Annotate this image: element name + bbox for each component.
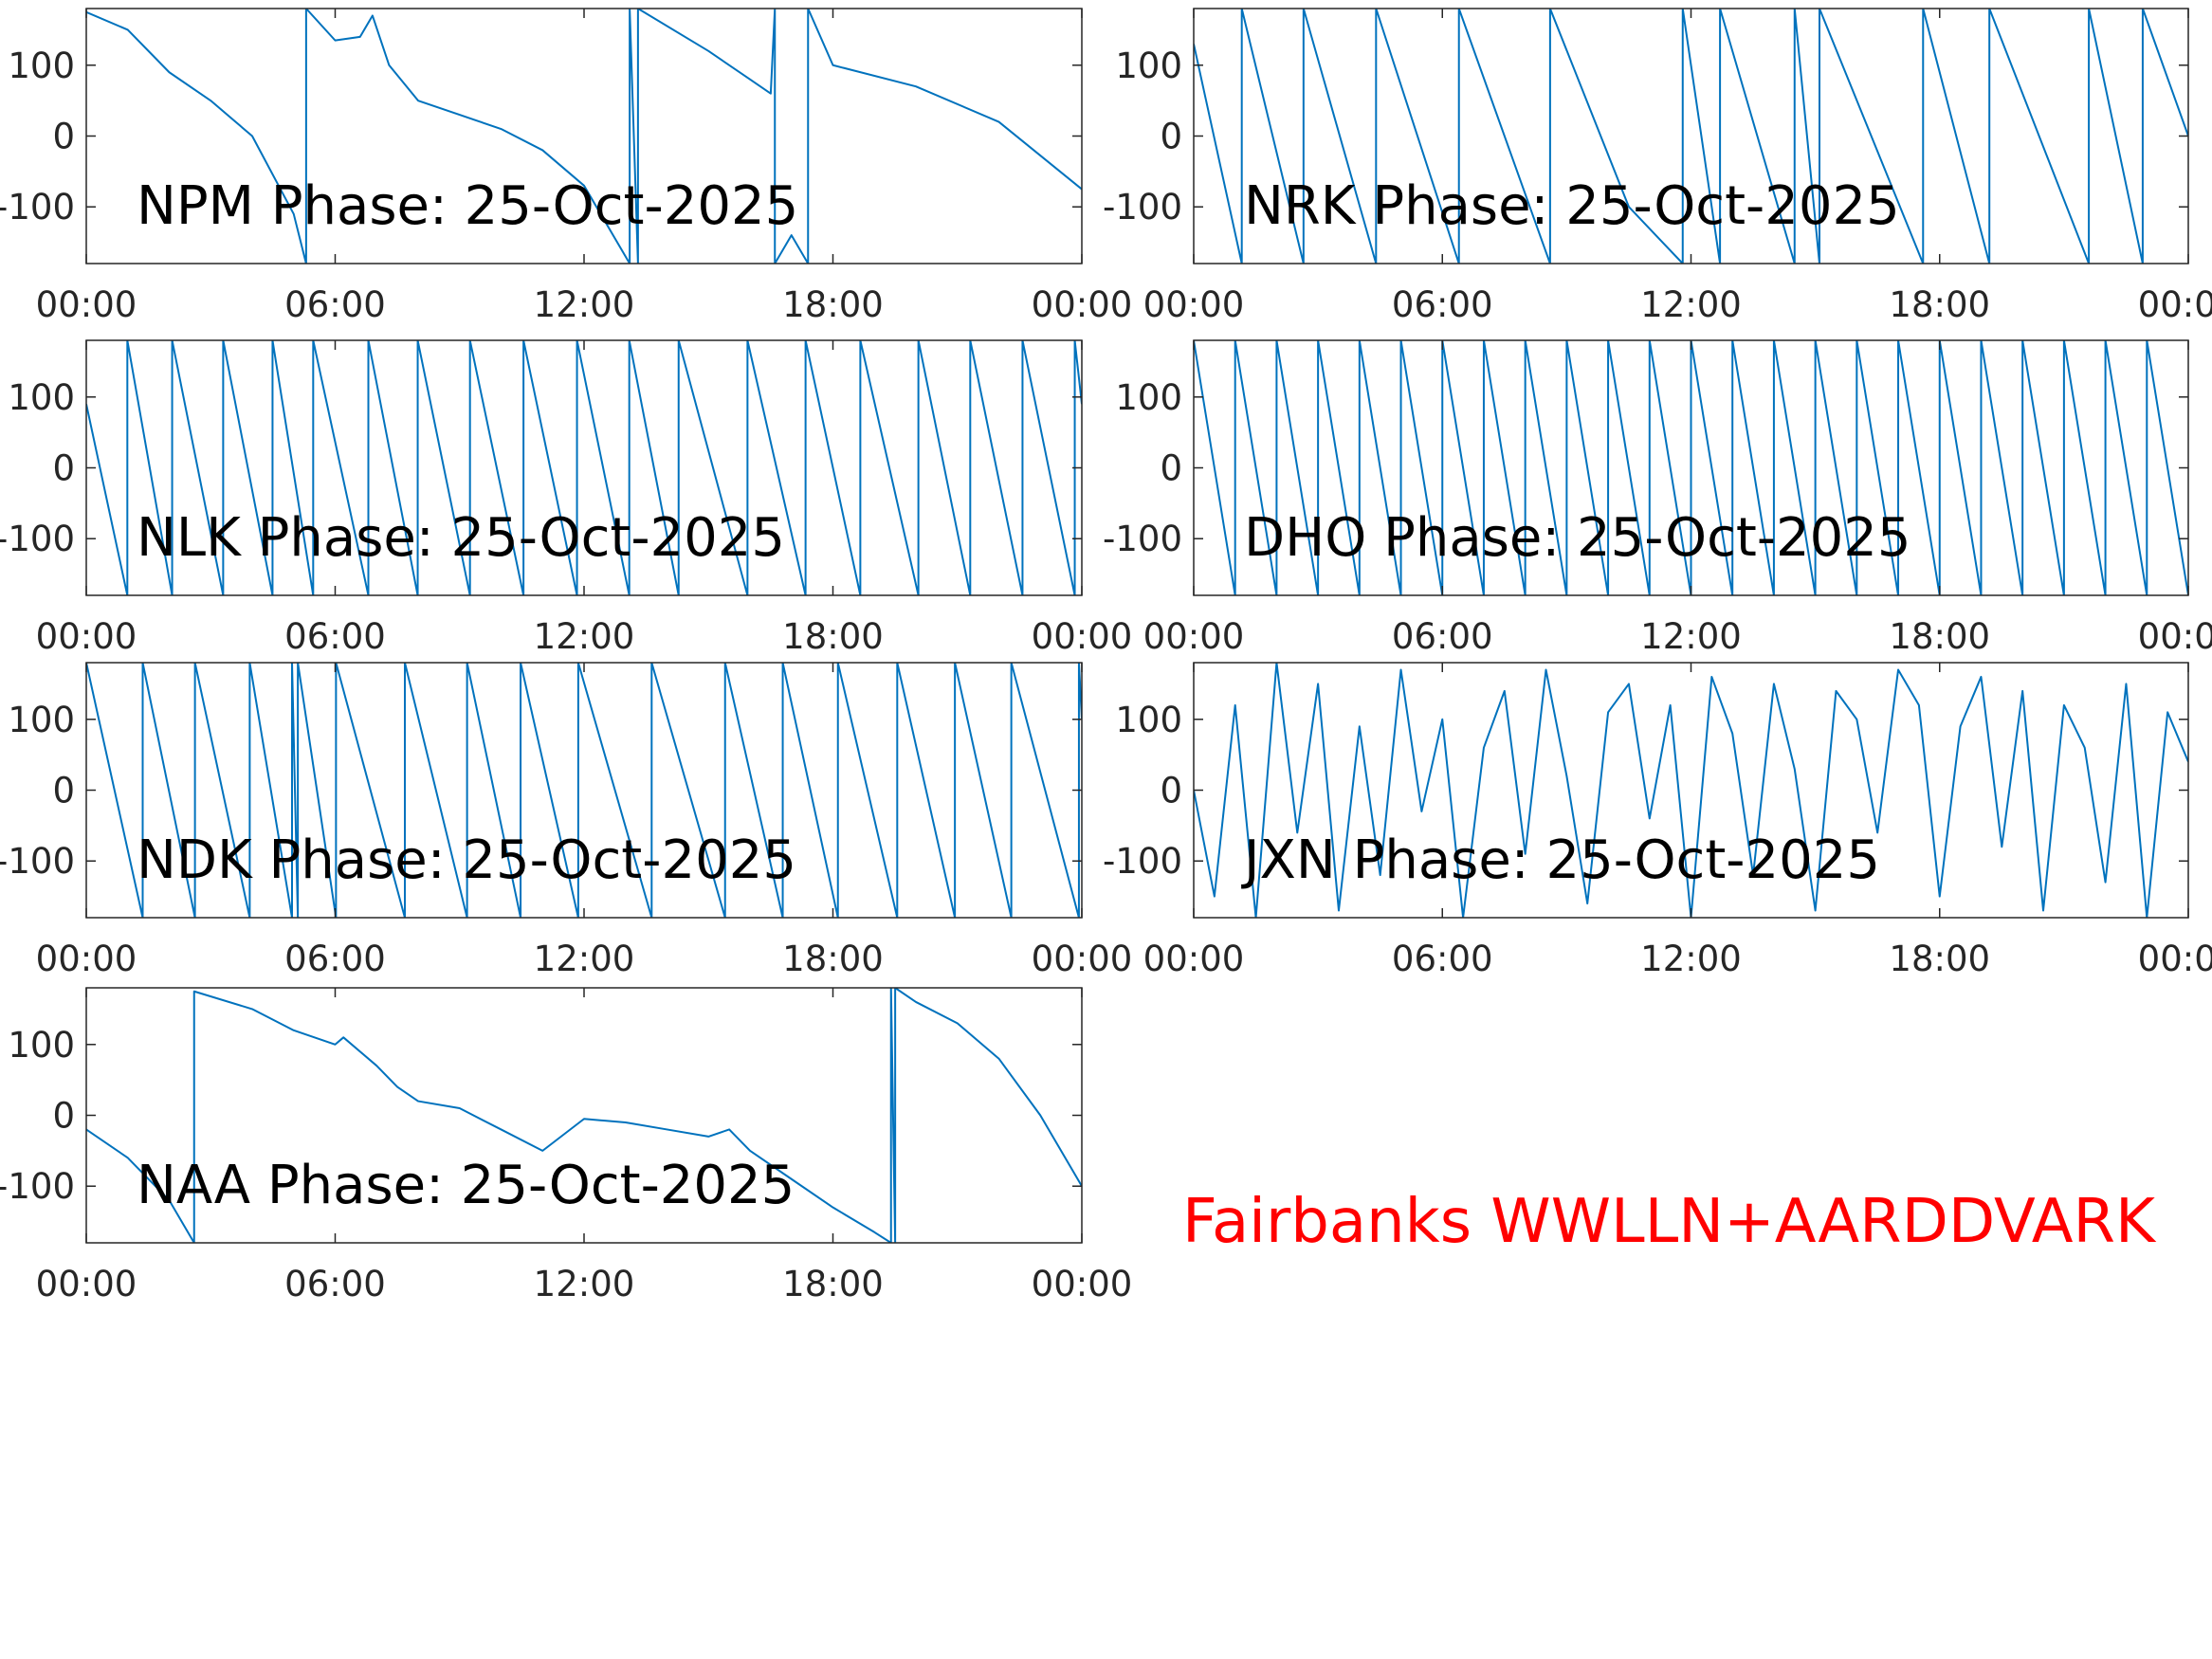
x-tick-label: 06:00 [1392, 939, 1493, 979]
x-tick-label: 00:00 [36, 939, 137, 979]
y-tick-label: 100 [8, 1025, 75, 1066]
subplot-title: NPM Phase: 25-Oct-2025 [137, 175, 798, 237]
plot-area [1194, 663, 2188, 918]
y-tick-label: 0 [1160, 771, 1182, 811]
y-tick-label: -100 [0, 187, 75, 228]
subplot: -100 0 100 00:00 06:00 12:00 18:00 00:00 NPM Pha… [0, 8, 1133, 325]
x-tick-label: 00:00 [1032, 616, 1133, 657]
subplot: -100 0 100 00:00 06:00 12:00 18:00 00:00 JXN Pha… [1103, 662, 2212, 979]
y-tick-label: 100 [1115, 46, 1182, 86]
x-tick-label: 18:00 [1889, 284, 1990, 325]
x-tick-label: 12:00 [1640, 939, 1742, 979]
x-tick-label: 00:00 [1143, 284, 1245, 325]
x-tick-label: 00:00 [1032, 284, 1133, 325]
y-tick-label: 100 [8, 700, 75, 740]
x-tick-label: 12:00 [534, 284, 635, 325]
x-tick-label: 00:00 [36, 284, 137, 325]
x-tick-label: 00:00 [36, 1264, 137, 1304]
x-tick-label: 12:00 [534, 616, 635, 657]
phase-line [1194, 9, 2188, 264]
x-tick-label: 12:00 [1640, 284, 1742, 325]
x-tick-label: 18:00 [782, 616, 884, 657]
subplot: -100 0 100 00:00 06:00 12:00 18:00 00:00 NLK Pha… [0, 339, 1133, 657]
x-tick-label: 18:00 [1889, 939, 1990, 979]
x-tick-label: 18:00 [782, 939, 884, 979]
phase-line [86, 9, 1082, 264]
subplot-title: NRK Phase: 25-Oct-2025 [1244, 175, 1900, 237]
y-tick-label: 100 [8, 46, 75, 86]
x-tick-label: 00:00 [2138, 616, 2212, 657]
y-tick-label: 100 [1115, 377, 1182, 418]
y-tick-label: -100 [0, 1166, 75, 1207]
y-tick-label: 100 [1115, 700, 1182, 740]
y-tick-label: -100 [0, 841, 75, 882]
subplot: -100 0 100 00:00 06:00 12:00 18:00 00:00 DHO Pha… [1103, 339, 2212, 657]
subplot: -100 0 100 00:00 06:00 12:00 18:00 00:00 NRK Pha… [1103, 8, 2212, 325]
y-tick-label: -100 [1103, 519, 1182, 559]
x-tick-label: 12:00 [534, 939, 635, 979]
phase-line [1194, 340, 2188, 595]
subplot-title: JXN Phase: 25-Oct-2025 [1241, 830, 1880, 891]
plot-area [1194, 340, 2188, 595]
annotation: Fairbanks WWLLN+AARDDVARK [1182, 1187, 2157, 1257]
x-tick-label: 12:00 [1640, 616, 1742, 657]
x-tick-label: 06:00 [1392, 284, 1493, 325]
plot-area [86, 340, 1082, 595]
subplot-title: DHO Phase: 25-Oct-2025 [1244, 507, 1911, 569]
x-tick-label: 00:00 [1143, 616, 1245, 657]
plot-area [86, 663, 1082, 918]
subplot: -100 0 100 00:00 06:00 12:00 18:00 00:00 NDK Pha… [0, 662, 1133, 979]
y-tick-label: 100 [8, 377, 75, 418]
y-tick-label: 0 [1160, 117, 1182, 157]
y-tick-label: 0 [52, 117, 75, 157]
y-tick-label: -100 [1103, 187, 1182, 228]
y-tick-label: -100 [0, 519, 75, 559]
x-tick-label: 06:00 [284, 616, 386, 657]
x-tick-label: 00:00 [1143, 939, 1245, 979]
x-tick-label: 06:00 [284, 939, 386, 979]
x-tick-label: 00:00 [2138, 939, 2212, 979]
x-tick-label: 18:00 [782, 1264, 884, 1304]
x-tick-label: 06:00 [284, 284, 386, 325]
x-tick-label: 00:00 [2138, 284, 2212, 325]
plot-area [86, 988, 1082, 1243]
y-tick-label: -100 [1103, 841, 1182, 882]
x-tick-label: 12:00 [534, 1264, 635, 1304]
subplot-title: NAA Phase: 25-Oct-2025 [137, 1155, 795, 1216]
x-tick-label: 18:00 [782, 284, 884, 325]
phase-line [86, 663, 1082, 918]
subplot-title: NDK Phase: 25-Oct-2025 [137, 830, 796, 891]
x-tick-label: 18:00 [1889, 616, 1990, 657]
phase-line [1194, 663, 2188, 918]
x-tick-label: 00:00 [1032, 939, 1133, 979]
y-tick-label: 0 [52, 771, 75, 811]
plot-area [86, 9, 1082, 264]
x-tick-label: 06:00 [1392, 616, 1493, 657]
phase-line [86, 988, 1082, 1243]
x-tick-label: 00:00 [1032, 1264, 1133, 1304]
x-tick-label: 06:00 [284, 1264, 386, 1304]
y-tick-label: 0 [1160, 448, 1182, 489]
phase-line [86, 340, 1082, 595]
subplot: -100 0 100 00:00 06:00 12:00 18:00 00:00 NAA Pha… [0, 987, 1133, 1304]
subplot-title: NLK Phase: 25-Oct-2025 [137, 507, 785, 569]
y-tick-label: 0 [52, 1096, 75, 1137]
plot-area [1194, 9, 2188, 264]
x-tick-label: 00:00 [36, 616, 137, 657]
y-tick-label: 0 [52, 448, 75, 489]
